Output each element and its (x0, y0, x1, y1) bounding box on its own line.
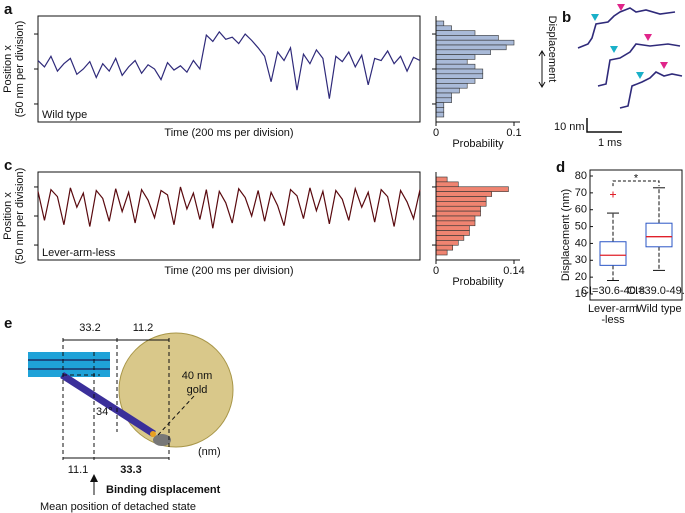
y-axis-label: (50 nm per division) (14, 21, 26, 118)
box (599, 241, 627, 266)
bar (435, 68, 484, 75)
annotation: Wild type (42, 109, 87, 121)
y-tick-label: 20 (575, 271, 587, 283)
bar (435, 35, 499, 41)
y-tick-label: 60 (575, 204, 587, 216)
arrow (538, 50, 546, 88)
bar (435, 73, 484, 79)
x-tick-label: 0 (433, 265, 439, 277)
x-tick-label: 0.14 (503, 265, 524, 277)
box (645, 222, 673, 248)
y-axis-label: (50 nm per division) (14, 168, 26, 265)
y-tick-label: 40 (575, 237, 587, 249)
scale-label: 10 nm (554, 121, 585, 133)
dimension: 33.2 (79, 322, 100, 334)
x-axis-label: Probability (452, 138, 504, 150)
significance: * (634, 172, 639, 184)
bar (435, 225, 470, 231)
bar (435, 196, 487, 202)
example-traces (577, 7, 683, 109)
annotation: Lever-arm-less (42, 247, 116, 259)
bar (435, 20, 445, 27)
bar (435, 92, 452, 99)
plot-frame (589, 169, 683, 301)
bar (435, 78, 476, 84)
bar (435, 176, 448, 183)
x-axis-label: Time (200 ms per division) (164, 127, 293, 139)
y-axis-label: Displacement (nm) (560, 189, 572, 281)
unit: (nm) (198, 446, 221, 458)
bar (435, 49, 491, 55)
y-tick-label: 30 (575, 254, 587, 266)
bar (435, 97, 452, 103)
mean-label: Mean position of detached state (40, 501, 196, 513)
bar (435, 30, 476, 36)
y-axis-label: Position x (2, 45, 14, 93)
panel-label: e (4, 315, 12, 332)
binding-label: Binding displacement (106, 484, 221, 496)
bar (435, 249, 448, 256)
bar (435, 102, 445, 108)
annotation: CI=39.0-49.1 (627, 285, 685, 297)
bar (435, 25, 452, 31)
bar (435, 63, 476, 70)
x-tick-label: Lever-arm (588, 303, 638, 315)
bar (435, 54, 476, 60)
bar (435, 107, 445, 113)
bar (435, 83, 468, 89)
x-tick-label: 0.1 (506, 127, 521, 139)
significance-bracket (612, 180, 660, 187)
y-tick-label: 10 (575, 288, 587, 300)
annotation: CI=30.6-40.8 (581, 285, 645, 297)
bar (435, 186, 509, 192)
x-tick-label: -less (601, 314, 625, 326)
trace (37, 30, 421, 99)
dimension: 11.2 (133, 322, 154, 334)
scale-bar (586, 118, 622, 133)
x-tick-label: 0 (433, 127, 439, 139)
bar (435, 215, 476, 222)
gold-label: gold (187, 384, 208, 396)
dimension: 33.3 (120, 464, 141, 476)
bar (435, 240, 459, 246)
x-axis-label: Probability (452, 276, 504, 288)
trace (37, 186, 421, 229)
bar (435, 230, 470, 236)
panel-label: d (556, 159, 565, 176)
bar (435, 210, 481, 217)
bar (435, 205, 481, 212)
bar (435, 235, 465, 241)
bar (435, 191, 493, 197)
x-tick-label: Wild type (636, 303, 681, 315)
bar (435, 59, 468, 65)
panel-label: a (4, 1, 13, 18)
bar (435, 244, 454, 251)
flier (610, 191, 616, 198)
y-tick-label: 70 (575, 187, 587, 199)
bar (435, 181, 459, 188)
bar (435, 201, 487, 207)
bar (435, 111, 445, 118)
y-axis-label: Position x (2, 192, 14, 240)
bar (435, 39, 515, 46)
bar (435, 44, 507, 51)
bar (435, 220, 476, 227)
gold-label: 40 nm (182, 370, 213, 382)
y-tick-label: 80 (575, 170, 587, 182)
panel-label: b (562, 9, 571, 26)
x-axis-label: Time (200 ms per division) (164, 265, 293, 277)
angle: 34° (96, 406, 113, 418)
panel-label: c (4, 157, 12, 174)
bar (435, 87, 460, 94)
plot-frame (37, 15, 421, 123)
dimension: 11.1 (68, 464, 89, 476)
scale-label: 1 ms (598, 137, 622, 149)
diagram (28, 332, 234, 495)
event-markers (591, 4, 668, 79)
annotation: Displacement (546, 16, 558, 83)
y-tick-label: 50 (575, 220, 587, 232)
